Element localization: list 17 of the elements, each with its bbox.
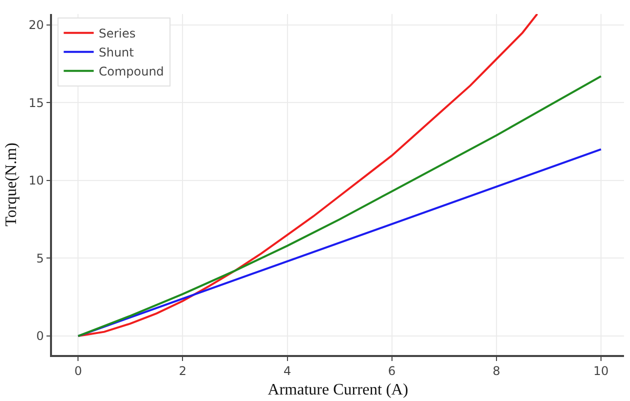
legend-label: Shunt xyxy=(98,46,134,60)
y-tick-label: 10 xyxy=(28,174,44,188)
x-tick-label: 10 xyxy=(593,364,609,378)
y-tick-label: 0 xyxy=(36,329,44,344)
x-tick-label: 6 xyxy=(388,364,396,378)
y-tick-label: 5 xyxy=(36,251,44,266)
x-tick-label: 2 xyxy=(178,364,187,378)
x-tick-label: 0 xyxy=(74,364,82,378)
line-series xyxy=(77,14,538,338)
y-tick-label: 20 xyxy=(28,18,44,32)
x-tick-label: 4 xyxy=(283,364,292,378)
x-tick-label: 8 xyxy=(492,364,500,378)
y-axis-title: Torque(N.m) xyxy=(2,142,20,226)
legend-label: Compound xyxy=(98,64,164,79)
x-axis-title: Armature Current (A) xyxy=(268,381,408,398)
legend-label: Series xyxy=(98,26,136,41)
y-tick-label: 15 xyxy=(28,96,44,110)
